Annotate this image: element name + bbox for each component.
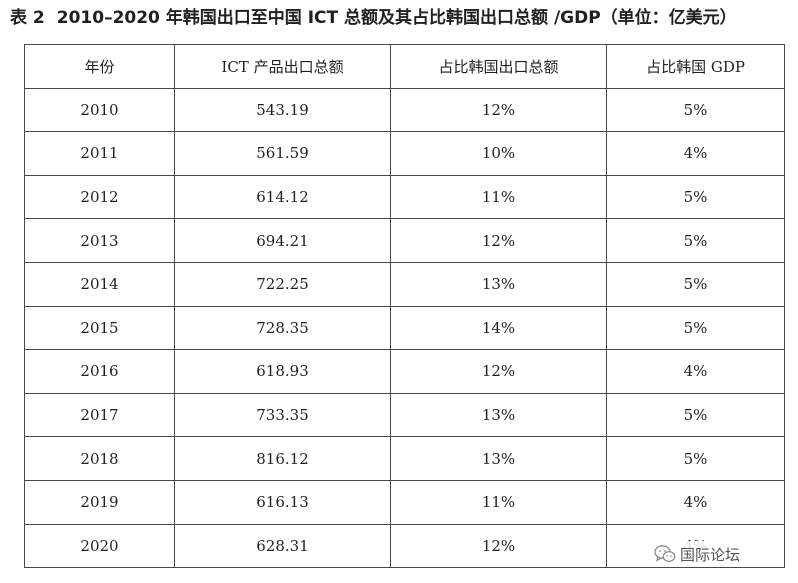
export-share-cell: 12% xyxy=(390,87,607,133)
column-header-gdp-share: 占比韩国 GDP xyxy=(606,44,785,89)
ict-export-cell: 618.93 xyxy=(174,349,391,394)
gdp-share-cell: 5% xyxy=(606,174,785,220)
ict-export-cell: 561.59 xyxy=(174,131,391,176)
gdp-share-cell: 5% xyxy=(606,305,785,351)
year-cell: 2012 xyxy=(24,174,175,220)
table-row: 2017 733.35 13% 5% xyxy=(24,392,785,438)
table-row: 2013 694.21 12% 5% xyxy=(24,218,785,263)
ict-export-cell: 722.25 xyxy=(174,261,391,307)
year-cell: 2014 xyxy=(24,261,175,307)
table-title: 2010–2020 年韩国出口至中国 ICT 总额及其占比韩国出口总额 /GDP… xyxy=(56,8,737,28)
table-caption: 表 2 2010–2020 年韩国出口至中国 ICT 总额及其占比韩国出口总额 /… xyxy=(10,4,790,32)
gdp-share-cell: 5% xyxy=(606,87,785,133)
ict-export-cell: 628.31 xyxy=(174,523,391,569)
ict-export-cell: 733.35 xyxy=(174,392,391,438)
table-row: 2012 614.12 11% 5% xyxy=(24,174,785,220)
year-cell: 2015 xyxy=(24,305,175,351)
export-share-cell: 13% xyxy=(390,436,607,481)
ict-export-cell: 614.12 xyxy=(174,174,391,220)
table-row: 2015 728.35 14% 5% xyxy=(24,305,785,351)
column-header-year: 年份 xyxy=(24,44,175,89)
column-header-export-share: 占比韩国出口总额 xyxy=(390,44,607,89)
export-share-cell: 13% xyxy=(390,261,607,307)
gdp-share-cell: 4% xyxy=(606,349,785,394)
export-share-cell: 10% xyxy=(390,131,607,176)
gdp-share-cell: 5% xyxy=(606,392,785,438)
wechat-icon xyxy=(654,545,676,562)
table-number: 表 2 xyxy=(10,8,45,28)
ict-export-cell: 694.21 xyxy=(174,218,391,263)
table-row: 2010 543.19 12% 5% xyxy=(24,87,785,133)
year-cell: 2010 xyxy=(24,87,175,133)
year-cell: 2016 xyxy=(24,349,175,394)
year-cell: 2013 xyxy=(24,218,175,263)
gdp-share-cell: 5% xyxy=(606,261,785,307)
data-table: 年份 ICT 产品出口总额 占比韩国出口总额 占比韩国 GDP 2010 543.… xyxy=(24,44,785,569)
export-share-cell: 14% xyxy=(390,305,607,351)
year-cell: 2017 xyxy=(24,392,175,438)
header-row: 年份 ICT 产品出口总额 占比韩国出口总额 占比韩国 GDP xyxy=(24,44,785,89)
gdp-share-cell: 5% xyxy=(606,436,785,481)
ict-export-cell: 816.12 xyxy=(174,436,391,481)
year-cell: 2011 xyxy=(24,131,175,176)
year-cell: 2020 xyxy=(24,523,175,569)
ict-export-cell: 543.19 xyxy=(174,87,391,133)
export-share-cell: 12% xyxy=(390,349,607,394)
export-share-cell: 12% xyxy=(390,218,607,263)
watermark: 国际论坛 xyxy=(652,541,747,567)
watermark-text: 国际论坛 xyxy=(680,545,741,564)
table-row: 2018 816.12 13% 5% xyxy=(24,436,785,481)
gdp-share-cell: 4% xyxy=(606,131,785,176)
table-body: 2010 543.19 12% 5% 2011 561.59 10% 4% 2012 614.12… xyxy=(24,87,785,569)
gdp-share-cell: 4% xyxy=(606,479,785,525)
export-share-cell: 11% xyxy=(390,174,607,220)
export-share-cell: 12% xyxy=(390,523,607,569)
table-row: 2016 618.93 12% 4% xyxy=(24,349,785,394)
gdp-share-cell: 5% xyxy=(606,218,785,263)
table-row: 2011 561.59 10% 4% xyxy=(24,131,785,176)
ict-export-cell: 616.13 xyxy=(174,479,391,525)
column-header-ict-export: ICT 产品出口总额 xyxy=(174,44,391,89)
year-cell: 2019 xyxy=(24,479,175,525)
export-share-cell: 11% xyxy=(390,479,607,525)
table-row: 2019 616.13 11% 4% xyxy=(24,479,785,525)
ict-export-cell: 728.35 xyxy=(174,305,391,351)
year-cell: 2018 xyxy=(24,436,175,481)
export-share-cell: 13% xyxy=(390,392,607,438)
table-row: 2014 722.25 13% 5% xyxy=(24,261,785,307)
